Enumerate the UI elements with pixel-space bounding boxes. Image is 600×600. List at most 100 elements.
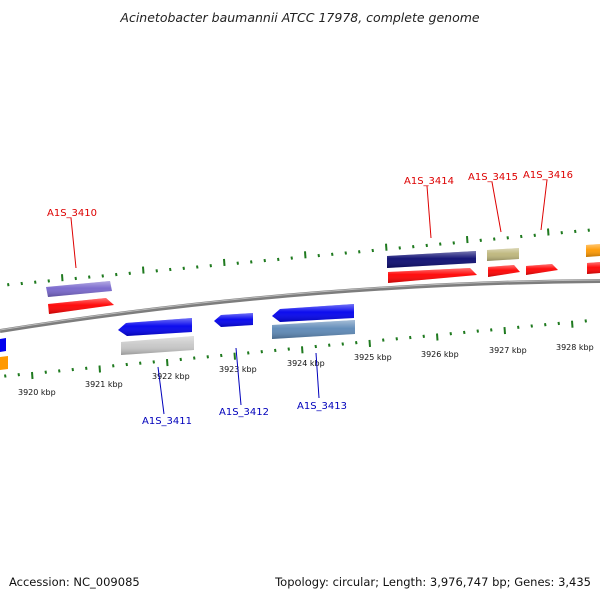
forward-scale-tick xyxy=(412,245,415,249)
forward-scale-tick xyxy=(128,271,131,275)
forward-scale-tick xyxy=(317,253,320,258)
forward-scale-tick xyxy=(398,246,401,250)
forward-scale-tick xyxy=(358,250,361,254)
gene-tag-a1s-3410[interactable]: A1S_3410 xyxy=(47,208,97,219)
reverse-scale-tick xyxy=(463,330,466,335)
gene-tag-a1s-3413[interactable]: A1S_3413 xyxy=(297,401,347,412)
forward-scale-tick xyxy=(88,275,91,279)
reverse-scale-tick xyxy=(260,350,263,354)
scale-label: 3928 kbp xyxy=(556,343,594,352)
reverse-scale-tick xyxy=(233,352,236,360)
edge-gene-left-feature[interactable] xyxy=(0,356,8,370)
feature-track[interactable] xyxy=(0,244,600,370)
forward-scale-tick xyxy=(263,258,266,263)
reverse-scale-tick xyxy=(58,369,61,373)
forward-scale-tick xyxy=(236,261,239,265)
forward-scale-tick xyxy=(182,266,185,270)
tag-leader-a1s-3410 xyxy=(70,217,77,269)
forward-scale-tick xyxy=(452,241,455,245)
gene-tag-a1s-3416[interactable]: A1S_3416 xyxy=(523,170,573,181)
reverse-scale-tick xyxy=(382,338,385,342)
reverse-scale-tick xyxy=(314,344,317,349)
forward-scale-tick xyxy=(142,266,145,274)
tag-leader-a1s-3414 xyxy=(426,185,432,239)
scale-label: 3925 kbp xyxy=(354,353,392,362)
tag-leader-a1s-3412 xyxy=(235,347,242,406)
forward-scale-tick xyxy=(34,280,37,284)
scale-label: 3920 kbp xyxy=(18,388,56,397)
tag-leader-a1s-3415 xyxy=(491,181,502,233)
forward-scale-tick xyxy=(304,251,307,259)
reverse-scale-tick xyxy=(328,343,331,347)
forward-scale-tick xyxy=(547,228,550,236)
forward-scale-tick xyxy=(574,229,577,234)
reverse-scale-tick xyxy=(166,359,169,367)
forward-scale-tick xyxy=(169,267,172,272)
reverse-scale-tick xyxy=(530,324,533,328)
reverse-scale-tick xyxy=(449,332,452,336)
forward-scale-tick xyxy=(115,272,118,277)
forward-scale-tick xyxy=(587,228,590,232)
forward-scale-tick xyxy=(101,274,104,278)
reverse-scale-tick xyxy=(85,366,88,370)
gene-tag-a1s-3415[interactable]: A1S_3415 xyxy=(468,172,518,183)
reverse-scale-tick xyxy=(436,333,439,341)
forward-scale-tick xyxy=(209,264,212,268)
reverse-scale-tick xyxy=(193,356,196,360)
reverse-scale-tick xyxy=(544,323,547,327)
gene-tags[interactable]: A1S_3410 A1S_3414 A1S_3415 A1S_3416 A1S_… xyxy=(47,170,573,427)
reverse-scale-tick xyxy=(17,373,20,377)
forward-scale-tick xyxy=(331,252,334,256)
reverse-scale-tick xyxy=(247,351,250,355)
forward-scale-tick xyxy=(290,256,293,260)
forward-scale-tick xyxy=(277,257,280,262)
forward-scale-tick xyxy=(74,276,77,281)
forward-scale-tick xyxy=(560,231,563,235)
reverse-scale-tick xyxy=(152,360,155,364)
gene-tag-a1s-3411[interactable]: A1S_3411 xyxy=(142,416,192,427)
reverse-scale-tick xyxy=(517,325,520,329)
reverse-scale-tick xyxy=(395,337,398,341)
reverse-scale-tick xyxy=(355,341,358,345)
forward-scale-tick xyxy=(196,265,199,269)
forward-scale-tick xyxy=(466,236,469,244)
forward-scale-tick xyxy=(344,251,347,255)
forward-scale-tick xyxy=(479,238,482,242)
genome-backbone xyxy=(0,279,600,333)
scale-label: 3922 kbp xyxy=(152,372,190,381)
edge-gene-left-cds[interactable] xyxy=(0,338,6,352)
reverse-scale-tick xyxy=(98,365,101,373)
forward-scale-tick xyxy=(506,236,509,240)
reverse-scale-tick xyxy=(368,339,371,347)
reverse-scale-tick xyxy=(503,327,506,335)
reverse-scale-tick xyxy=(584,319,587,323)
gene-tag-a1s-3412[interactable]: A1S_3412 xyxy=(219,407,269,418)
forward-scale-tick xyxy=(425,243,428,248)
forward-scale-tick xyxy=(371,248,374,253)
forward-scale-tick xyxy=(385,243,388,251)
reverse-scale-ticks xyxy=(4,319,587,380)
scale-label: 3927 kbp xyxy=(489,346,527,355)
gene-tag-a1s-3414[interactable]: A1S_3414 xyxy=(404,176,454,187)
reverse-scale-tick xyxy=(220,353,223,358)
forward-scale-tick xyxy=(20,281,23,286)
forward-scale-tick xyxy=(533,233,536,237)
reverse-scale-tick xyxy=(4,374,7,378)
forward-scale-tick xyxy=(223,258,226,266)
forward-scale-tick xyxy=(520,234,523,239)
reverse-scale-tick xyxy=(287,347,290,351)
tag-leader-a1s-3413 xyxy=(315,352,320,399)
reverse-scale-tick xyxy=(71,367,74,372)
reverse-scale-tick xyxy=(422,334,425,338)
reverse-scale-tick xyxy=(31,371,34,380)
reverse-scale-tick xyxy=(301,346,304,354)
reverse-scale-tick xyxy=(409,335,412,340)
tag-leader-a1s-3411 xyxy=(157,366,165,415)
scale-label: 3924 kbp xyxy=(287,359,325,368)
accession-label: Accession: NC_009085 xyxy=(9,575,140,589)
genome-stats-label: Topology: circular; Length: 3,976,747 bp… xyxy=(275,575,591,589)
reverse-scale-tick xyxy=(274,348,277,353)
reverse-scale-tick xyxy=(44,370,47,374)
